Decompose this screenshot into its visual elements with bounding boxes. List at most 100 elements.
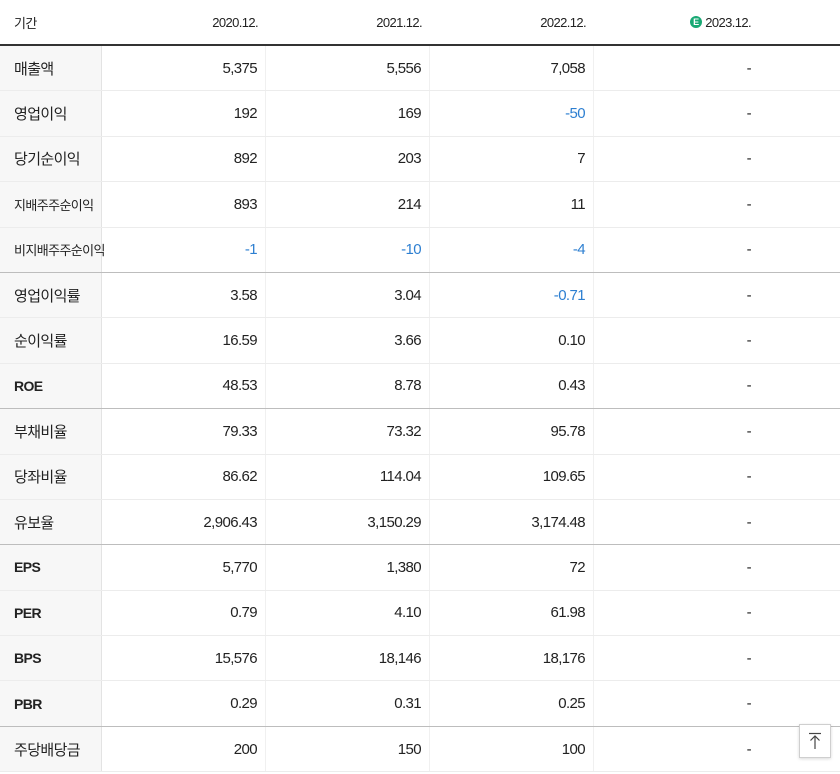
value-cell: -1 [102, 227, 266, 272]
value-cell: 16.59 [102, 318, 266, 363]
value-cell: - [746, 195, 752, 213]
value-cell: 11 [430, 182, 594, 227]
row-label: BPS [0, 636, 102, 681]
value-cell: - [746, 604, 752, 622]
value-cell: - [746, 59, 752, 77]
value-cell: 5,770 [102, 545, 266, 590]
row-label: 유보율 [0, 499, 102, 545]
row-label: 순이익률 [0, 318, 102, 363]
value-cell: 15,576 [102, 636, 266, 681]
value-cell: 48.53 [102, 363, 266, 409]
value-cell: 61.98 [430, 590, 594, 636]
table-row: 영업이익 192 169 -50 - [0, 91, 840, 137]
column-header-2021: 2021.12. [376, 14, 422, 30]
value-cell: 79.33 [102, 409, 266, 454]
row-label: EPS [0, 545, 102, 590]
value-cell: - [746, 468, 752, 486]
column-header-2023: E 2023.12. [594, 15, 758, 30]
value-cell: 2,906.43 [102, 499, 266, 545]
column-header-2020: 2020.12. [212, 14, 258, 30]
value-cell: 169 [266, 91, 430, 136]
row-label: PBR [0, 681, 102, 726]
value-cell: 109.65 [430, 454, 594, 499]
value-cell: - [746, 286, 752, 304]
value-cell: 114.04 [266, 454, 430, 499]
table-row: 영업이익률 3.58 3.04 -0.71 - [0, 272, 840, 319]
value-cell: 72 [430, 545, 594, 590]
table-row: 유보율 2,906.43 3,150.29 3,174.48 - [0, 499, 840, 546]
value-cell: - [746, 558, 752, 576]
value-cell: 0.10 [430, 318, 594, 363]
value-cell: 203 [266, 136, 430, 182]
value-cell: 95.78 [430, 409, 594, 454]
table-row: 비지배주주순이익 -1 -10 -4 - [0, 227, 840, 273]
row-label: 당기순이익 [0, 136, 102, 182]
value-cell: 3.04 [266, 272, 430, 318]
value-cell: 3.66 [266, 318, 430, 363]
value-cell: - [746, 740, 752, 758]
value-cell: 0.25 [430, 681, 594, 726]
value-cell: 3,150.29 [266, 499, 430, 545]
table-row: ROE 48.53 8.78 0.43 - [0, 363, 840, 410]
arrow-up-to-line-icon [809, 732, 821, 749]
column-header-2022: 2022.12. [540, 14, 586, 30]
value-cell: 892 [102, 136, 266, 182]
value-cell: - [746, 332, 752, 350]
value-cell: 214 [266, 182, 430, 227]
value-cell: 200 [102, 726, 266, 772]
row-label: 영업이익 [0, 91, 102, 136]
period-header-label: 기간 [14, 15, 37, 31]
value-cell: -4 [430, 227, 594, 272]
value-cell: 3,174.48 [430, 499, 594, 545]
table-row: 순이익률 16.59 3.66 0.10 - [0, 318, 840, 364]
value-cell: 5,375 [102, 46, 266, 91]
value-cell: 0.79 [102, 590, 266, 636]
value-cell: - [746, 150, 752, 168]
value-cell: 86.62 [102, 454, 266, 499]
value-cell: 73.32 [266, 409, 430, 454]
value-cell: - [746, 513, 752, 531]
row-label: 매출액 [0, 46, 102, 91]
value-cell: - [746, 377, 752, 395]
table-row: PER 0.79 4.10 61.98 - [0, 590, 840, 637]
value-cell: 0.31 [266, 681, 430, 726]
value-cell: 5,556 [266, 46, 430, 91]
value-cell: 192 [102, 91, 266, 136]
column-header-2023-label: 2023.12. [705, 14, 751, 30]
row-label: 주당배당금 [0, 726, 102, 772]
value-cell: -0.71 [430, 272, 594, 318]
row-label: 지배주주순이익 [0, 182, 102, 227]
table-row: PBR 0.29 0.31 0.25 - [0, 681, 840, 727]
table-row: BPS 15,576 18,146 18,176 - [0, 636, 840, 682]
scroll-to-top-button[interactable] [799, 724, 831, 758]
value-cell: 0.43 [430, 363, 594, 409]
value-cell: - [746, 241, 752, 259]
value-cell: 3.58 [102, 272, 266, 318]
row-label: ROE [0, 363, 102, 409]
value-cell: 893 [102, 182, 266, 227]
row-label: 당좌비율 [0, 454, 102, 499]
value-cell: 7 [430, 136, 594, 182]
row-label: 부채비율 [0, 409, 102, 454]
value-cell: - [746, 422, 752, 440]
value-cell: - [746, 105, 752, 123]
value-cell: 150 [266, 726, 430, 772]
row-label: 비지배주주순이익 [0, 227, 105, 272]
value-cell: 1,380 [266, 545, 430, 590]
table-row: EPS 5,770 1,380 72 - [0, 545, 840, 591]
value-cell: 0.29 [102, 681, 266, 726]
value-cell: - [746, 649, 752, 667]
value-cell: - [746, 695, 752, 713]
table-row: 지배주주순이익 893 214 11 - [0, 182, 840, 228]
value-cell: 8.78 [266, 363, 430, 409]
table-body: 매출액 5,375 5,556 7,058- 영업이익 192 169 -50- 당기순이익 89… [0, 46, 840, 773]
table-header: 기간 2020.12. 2021.12. 2022.12. E 2023.12. [0, 0, 840, 46]
row-label: PER [0, 590, 102, 636]
estimate-badge-icon: E [690, 16, 703, 28]
table-row: 주당배당금 200 150 100 - [0, 726, 840, 773]
table-row: 당기순이익 892 203 7 - [0, 136, 840, 183]
value-cell: 100 [430, 726, 594, 772]
value-cell: 18,176 [430, 636, 594, 681]
value-cell: -50 [430, 91, 594, 136]
